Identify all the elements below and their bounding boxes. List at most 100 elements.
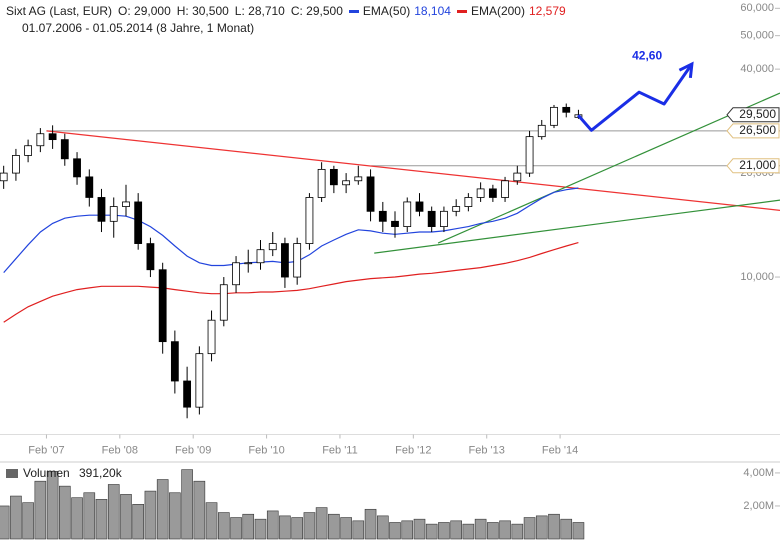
volume-bar bbox=[156, 479, 169, 540]
legend-swatch bbox=[456, 10, 467, 14]
close-value: C: 29,500 bbox=[290, 4, 343, 18]
volume-bar bbox=[487, 522, 499, 540]
x-tick-label: Feb '09 bbox=[175, 444, 211, 456]
volume-bar bbox=[120, 494, 132, 540]
ema-line bbox=[3, 187, 579, 273]
price-tag-label: 21,000 bbox=[739, 158, 776, 172]
volume-bar bbox=[535, 515, 548, 540]
volume-bar bbox=[352, 520, 365, 540]
volume-bar bbox=[315, 507, 328, 540]
legend: EMA(50) 18,104 EMA(200) 12,579 bbox=[348, 4, 572, 18]
candle-body bbox=[550, 106, 558, 126]
y-tick-label: 2,00M bbox=[743, 500, 774, 512]
y-tick-label: 50,000 bbox=[740, 30, 774, 42]
candle-body bbox=[48, 133, 57, 141]
candle-body bbox=[452, 206, 461, 212]
candle-body bbox=[464, 197, 473, 207]
volume-bar bbox=[462, 523, 475, 540]
candle-body bbox=[12, 155, 20, 174]
candle-body bbox=[195, 353, 204, 408]
high-value: H: 30,500 bbox=[176, 4, 229, 18]
legend-value: 18,104 bbox=[414, 4, 451, 18]
x-tick-label: Feb '08 bbox=[102, 444, 138, 456]
candle-body bbox=[109, 206, 118, 222]
y-tick-label: 40,000 bbox=[740, 63, 774, 75]
volume-bar bbox=[58, 485, 71, 540]
volume-bar bbox=[511, 523, 524, 540]
volume-bar bbox=[389, 522, 401, 540]
trendline bbox=[46, 130, 780, 211]
projection-label: 42,60 bbox=[632, 48, 662, 62]
volume-bar bbox=[254, 518, 267, 540]
volume-bar bbox=[34, 480, 47, 540]
open-value: O: 29,000 bbox=[118, 4, 171, 18]
volume-bar bbox=[328, 513, 340, 540]
volume-bar bbox=[169, 492, 181, 540]
volume-bar bbox=[205, 502, 218, 540]
y-tick-label: 10,000 bbox=[740, 271, 774, 283]
volume-icon bbox=[6, 469, 18, 478]
candle-body bbox=[219, 284, 228, 321]
candle-body bbox=[134, 201, 143, 244]
candle-body bbox=[342, 180, 351, 186]
volume-bar bbox=[279, 515, 291, 540]
candle-body bbox=[24, 145, 33, 156]
trendline bbox=[437, 92, 780, 244]
volume-bar bbox=[132, 504, 144, 540]
volume-bar bbox=[474, 518, 487, 540]
candle-body bbox=[317, 168, 326, 198]
candle-body bbox=[256, 249, 265, 264]
candle-body bbox=[403, 201, 412, 227]
candle-body bbox=[122, 201, 130, 207]
volume-bar bbox=[71, 497, 83, 540]
volume-bar bbox=[450, 520, 462, 540]
legend-label: EMA(50) bbox=[362, 4, 411, 18]
volume-bar bbox=[0, 505, 10, 540]
candle-body bbox=[207, 319, 216, 355]
candle-body bbox=[501, 180, 509, 198]
x-tick-label: Feb '13 bbox=[469, 444, 505, 456]
candle-body bbox=[232, 262, 240, 286]
price-tag bbox=[726, 123, 780, 139]
candle-body bbox=[354, 176, 363, 182]
legend-value: 12,579 bbox=[528, 4, 566, 18]
candle-body bbox=[537, 124, 546, 138]
volume-bar bbox=[572, 522, 585, 540]
volume-bar bbox=[401, 520, 414, 540]
y-tick-label: 60,000 bbox=[740, 2, 774, 14]
volume-bar bbox=[266, 510, 279, 540]
candle-body bbox=[0, 172, 8, 182]
chart-header: Sixt AG (Last, EUR) O: 29,000 H: 30,500 L: … bbox=[6, 3, 578, 37]
candle-body bbox=[293, 243, 302, 278]
candle-body bbox=[525, 136, 534, 174]
candle-body bbox=[488, 188, 497, 198]
volume-bar bbox=[377, 515, 389, 540]
candle-body bbox=[329, 168, 338, 186]
y-tick-label: 4,00M bbox=[743, 467, 774, 479]
candle-body bbox=[158, 269, 167, 343]
price-tag-label: 26,500 bbox=[739, 123, 776, 137]
candle-body bbox=[268, 243, 277, 251]
candle-body bbox=[391, 220, 399, 227]
candle-body bbox=[440, 210, 448, 227]
candle-body bbox=[562, 106, 571, 113]
volume-bar bbox=[242, 513, 255, 540]
candle-body bbox=[60, 139, 69, 160]
volume-last: 391,20k bbox=[79, 466, 123, 480]
volume-bar bbox=[22, 502, 34, 540]
candle-body bbox=[85, 176, 94, 198]
price-tag bbox=[726, 107, 780, 123]
trendline bbox=[374, 199, 780, 254]
x-tick-label: Feb '11 bbox=[322, 444, 358, 456]
volume-bar bbox=[303, 512, 316, 540]
projection-arrowhead bbox=[678, 61, 694, 79]
volume-bar bbox=[193, 480, 206, 540]
volume-bar bbox=[523, 517, 536, 540]
candle-body bbox=[244, 262, 253, 265]
volume-bar bbox=[83, 492, 96, 540]
candle-body bbox=[513, 172, 522, 182]
candle-body bbox=[73, 158, 81, 178]
period: 01.07.2006 - 01.05.2014 (8 Jahre, 1 Mona… bbox=[22, 21, 255, 35]
candle-body bbox=[366, 176, 375, 212]
